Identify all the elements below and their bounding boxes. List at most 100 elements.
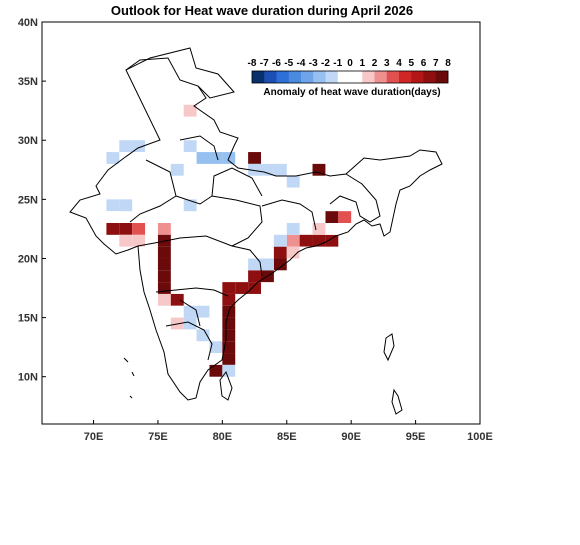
- lakshadweep-islands: [123, 357, 135, 399]
- anomaly-cell: [222, 282, 236, 294]
- legend-value: -5: [284, 58, 293, 69]
- legend-colorbar: [251, 70, 449, 84]
- map-title: Outlook for Heat wave duration during Ap…: [111, 3, 413, 18]
- legend-swatch: [276, 71, 290, 83]
- anomaly-cell: [312, 211, 326, 223]
- anomaly-cell: [222, 341, 236, 354]
- x-tick-label: 85E: [277, 431, 297, 443]
- anomaly-cell: [286, 234, 300, 247]
- anomaly-cell: [119, 140, 133, 153]
- anomaly-cell: [325, 223, 339, 235]
- legend-swatch: [423, 71, 437, 83]
- legend-value: 8: [445, 58, 451, 69]
- legend-value: -7: [260, 58, 269, 69]
- sri-lanka: [219, 370, 233, 401]
- anomaly-cell: [196, 152, 210, 164]
- nicobar-islands: [391, 388, 403, 415]
- legend-swatch: [350, 71, 363, 83]
- state-line-2: [175, 195, 263, 247]
- state-line-8: [179, 135, 219, 161]
- anomaly-cell: [196, 305, 210, 318]
- y-tick-label: 25N: [18, 194, 38, 206]
- y-tick-label: 30N: [18, 135, 38, 147]
- legend-value: -4: [297, 58, 306, 69]
- anomaly-cell: [299, 246, 313, 259]
- legend-swatch: [325, 71, 339, 83]
- state-line-3: [137, 235, 263, 277]
- anomaly-cell: [106, 152, 120, 164]
- legend-value: 5: [408, 58, 414, 69]
- anomaly-cell: [222, 140, 236, 153]
- x-tick-label: 90E: [341, 431, 361, 443]
- anomaly-cell: [338, 211, 352, 223]
- x-tick-label: 80E: [213, 431, 233, 443]
- anomaly-cell: [157, 223, 171, 235]
- legend-value: 6: [421, 58, 427, 69]
- legend-swatch: [288, 71, 302, 83]
- anomaly-cell: [248, 258, 261, 271]
- anomaly-cell: [196, 376, 210, 389]
- state-line-9: [179, 299, 201, 327]
- legend-values: -8 -7 -6 -5 -4 -3 -2 -1 0 1 2 3 4 5 6 7 8: [248, 58, 452, 69]
- legend-swatch: [435, 71, 449, 83]
- anomaly-cell: [209, 364, 223, 377]
- legend-value: -1: [333, 58, 342, 69]
- anomaly-cell: [261, 258, 274, 271]
- anomaly-cell: [248, 163, 261, 176]
- anomaly-cell: [325, 211, 339, 223]
- anomaly-cell: [119, 199, 133, 212]
- state-line-7: [261, 199, 317, 231]
- anomaly-cell: [273, 234, 287, 247]
- state-line-4: [155, 287, 229, 297]
- y-tick-label: 20N: [18, 253, 38, 265]
- legend-value: -6: [272, 58, 281, 69]
- anomaly-cell: [209, 329, 223, 342]
- anomaly-cell: [196, 329, 210, 342]
- legend-value: -8: [248, 58, 257, 69]
- anomaly-cell: [235, 282, 249, 294]
- legend-value: 1: [359, 58, 365, 69]
- anomaly-cell: [157, 246, 171, 259]
- x-tick-label: 95E: [406, 431, 426, 443]
- legend-swatch: [411, 71, 424, 83]
- anomaly-cell: [183, 140, 197, 153]
- anomaly-cell: [183, 199, 197, 212]
- anomaly-cell: [286, 246, 300, 259]
- anomaly-cell: [119, 223, 133, 235]
- state-line-6: [211, 167, 263, 197]
- legend-value: 4: [396, 58, 402, 69]
- anomaly-cell: [157, 293, 171, 306]
- x-tick-label: 70E: [84, 431, 104, 443]
- anomaly-cell: [286, 223, 300, 235]
- anomaly-cell: [273, 246, 287, 259]
- anomaly-cell: [157, 282, 171, 294]
- legend-swatch: [337, 71, 351, 83]
- y-tick-label: 15N: [18, 313, 38, 325]
- anomaly-cell: [183, 104, 197, 117]
- legend-swatch: [264, 71, 277, 83]
- legend-swatch: [386, 71, 400, 83]
- legend-value: -2: [321, 58, 330, 69]
- anomaly-cell: [132, 234, 146, 247]
- anomaly-cell: [209, 353, 223, 365]
- country-outline: [69, 47, 443, 401]
- anomaly-cell: [170, 305, 184, 318]
- anomaly-cell: [273, 163, 287, 176]
- anomaly-cell: [209, 317, 223, 330]
- anomaly-cell: [106, 211, 120, 223]
- map-frame: [41, 21, 481, 425]
- anomaly-cell: [157, 258, 171, 271]
- anomaly-cell: [273, 258, 287, 271]
- anomaly-cell: [157, 270, 171, 283]
- anomaly-cell: [170, 163, 184, 176]
- anomaly-cell: [222, 329, 236, 342]
- legend-title: Anomaly of heat wave duration(days): [263, 87, 440, 98]
- anomaly-cell: [106, 199, 120, 212]
- anomaly-cell: [222, 353, 236, 365]
- legend: -8 -7 -6 -5 -4 -3 -2 -1 0 1 2 3 4 5 6 7 8 Anomaly of hea…: [248, 58, 452, 98]
- anomaly-cell: [119, 234, 133, 247]
- northeast-boundary: [329, 173, 381, 223]
- anomaly-cell: [222, 364, 236, 377]
- anomaly-cell: [312, 223, 326, 235]
